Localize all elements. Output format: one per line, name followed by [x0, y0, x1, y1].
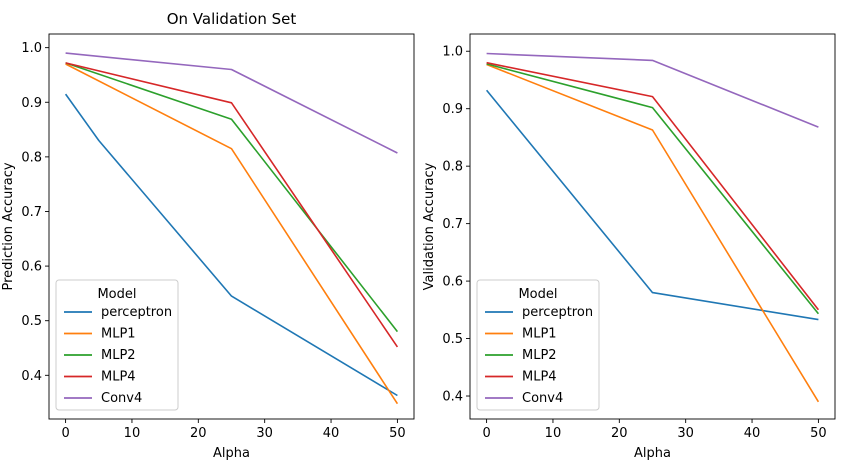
y-tick-label: 0.7: [21, 205, 42, 220]
y-tick-label: 0.6: [442, 275, 463, 290]
x-tick-label: 30: [677, 426, 694, 441]
legend-item-conv4: Conv4: [101, 391, 142, 406]
x-tick-label: 40: [744, 426, 761, 441]
legend-item-perceptron: perceptron: [101, 305, 172, 320]
series-line-mlp4: [486, 61, 820, 311]
y-axis-label: Validation Accuracy: [422, 162, 437, 290]
y-tick-label: 0.9: [21, 96, 42, 111]
legend: Model perceptron MLP1 MLP2 MLP4 Conv4: [55, 279, 179, 411]
series-line-mlp4: [65, 62, 399, 348]
axes-frame: [469, 33, 836, 420]
x-tick-label: 0: [61, 426, 69, 441]
legend-item-perceptron: perceptron: [522, 305, 593, 320]
x-tick-label: 10: [545, 426, 562, 441]
y-tick-label: 0.5: [442, 332, 463, 347]
legend-item-mlp2: MLP2: [101, 348, 136, 363]
series-line-mlp2: [65, 62, 399, 333]
legend-item-mlp4: MLP4: [522, 370, 557, 385]
legend-item-mlp2: MLP2: [522, 348, 557, 363]
chart-panel-2: 0 10 20 30 40 50 0.4 0.5 0.6 0.7 0.8 0.9 1.0 Alpha Val…: [422, 33, 836, 461]
legend-title: Model: [97, 287, 136, 302]
x-tick-label: 30: [256, 426, 273, 441]
y-tick-label: 0.9: [442, 102, 463, 117]
y-tick-label: 1.0: [21, 41, 42, 56]
x-tick-label: 20: [190, 426, 207, 441]
y-tick-label: 0.4: [21, 369, 42, 384]
series-line-mlp2: [486, 63, 820, 315]
legend-item-mlp1: MLP1: [101, 327, 136, 342]
series-line-perceptron: [64, 93, 398, 397]
series-line-mlp1: [486, 63, 820, 403]
x-tick-label: 0: [482, 426, 490, 441]
series-line-mlp1: [65, 63, 399, 405]
y-tick-label: 1.0: [442, 45, 463, 60]
legend-item-conv4: Conv4: [522, 391, 563, 406]
x-tick-label: 10: [124, 426, 141, 441]
x-axis-label: Alpha: [213, 446, 250, 461]
legend-title: Model: [518, 287, 557, 302]
y-tick-label: 0.8: [442, 160, 463, 175]
chart-panel-1: 0 10 20 30 40 50 0.4 0.5 0.6 0.7 0.8 0.9 1.0 Alpha Pre…: [1, 10, 415, 461]
x-tick-label: 50: [810, 426, 827, 441]
legend: Model perceptron MLP1 MLP2 MLP4 Conv4: [476, 279, 600, 411]
x-tick-label: 50: [389, 426, 406, 441]
series-line-conv4: [65, 52, 398, 154]
x-tick-label: 20: [611, 426, 628, 441]
series-line-conv4: [486, 52, 819, 128]
axes-frame: [48, 33, 415, 420]
x-axis-label: Alpha: [634, 446, 671, 461]
y-tick-label: 0.4: [442, 390, 463, 405]
y-axis-label: Prediction Accuracy: [1, 162, 16, 290]
chart-title: On Validation Set: [167, 10, 297, 28]
y-tick-label: 0.8: [21, 150, 42, 165]
y-tick-label: 0.5: [21, 314, 42, 329]
legend-item-mlp1: MLP1: [522, 327, 557, 342]
x-tick-label: 40: [323, 426, 340, 441]
y-tick-label: 0.6: [21, 260, 42, 275]
y-tick-label: 0.7: [442, 217, 463, 232]
legend-item-mlp4: MLP4: [101, 370, 136, 385]
